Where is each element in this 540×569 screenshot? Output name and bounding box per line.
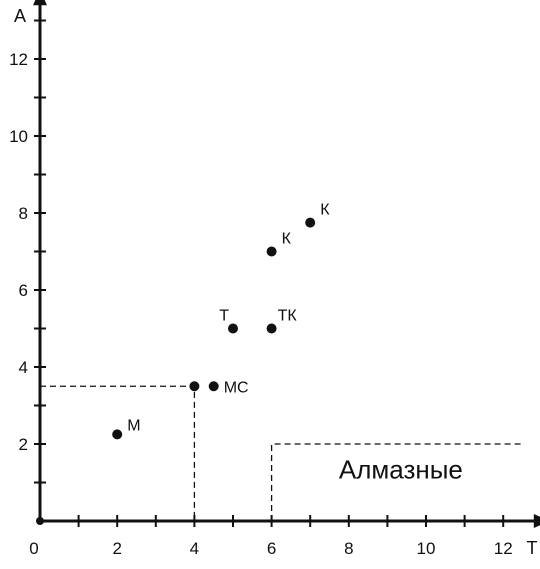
y-axis-arrow — [33, 0, 47, 6]
y-tick-label: 8 — [19, 204, 28, 223]
data-point — [189, 381, 200, 392]
x-tick-label: 12 — [494, 539, 513, 558]
data-point — [228, 323, 238, 334]
y-axis-title: A — [14, 6, 26, 26]
x-tick-label: 8 — [344, 539, 353, 558]
point-label: M — [127, 417, 140, 434]
point-label: ТК — [278, 308, 298, 325]
data-point — [266, 246, 277, 257]
y-tick-label: 12 — [9, 50, 28, 69]
region-boundary — [40, 385, 196, 521]
region-boundary — [270, 443, 523, 521]
point-label: МС — [224, 379, 249, 396]
axes — [33, 0, 540, 528]
y-tick-label: 10 — [9, 127, 28, 146]
y-tick-label: 2 — [19, 435, 28, 454]
y-tick-label: 4 — [19, 358, 28, 377]
x-axis-arrow — [533, 514, 540, 528]
data-point — [266, 323, 277, 334]
regions: Алмазные — [40, 385, 523, 521]
data-point — [112, 429, 123, 440]
y-tick-label: 6 — [19, 281, 28, 300]
origin-dot — [36, 517, 44, 525]
data-point — [208, 381, 219, 392]
x-axis-title: T — [527, 538, 538, 558]
points: M МС Т ТК К К — [112, 202, 330, 440]
x-tick-label: 10 — [417, 539, 436, 558]
x-tick-label: 0 — [29, 539, 38, 558]
point-label: К — [282, 231, 292, 248]
x-tick-label: 4 — [190, 539, 199, 558]
point-label: К — [320, 202, 330, 219]
x-tick-label: 2 — [112, 539, 121, 558]
point-label: Т — [219, 308, 229, 325]
data-point — [305, 217, 316, 228]
x-tick-label: 6 — [267, 539, 276, 558]
region-label: Алмазные — [339, 455, 463, 485]
